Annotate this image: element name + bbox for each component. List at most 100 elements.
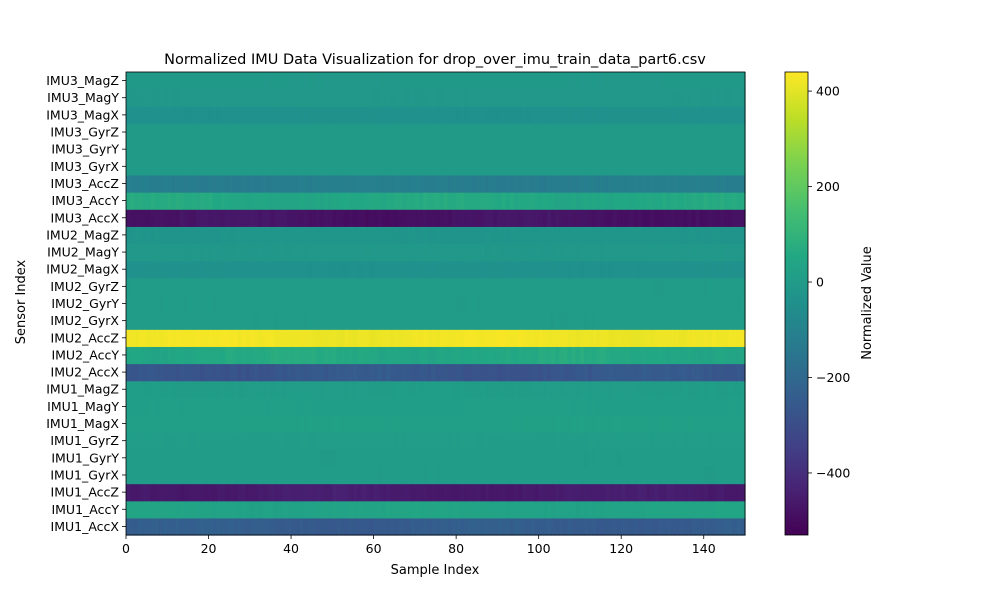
heatmap-cell — [237, 89, 243, 107]
heatmap-cell — [204, 517, 210, 536]
heatmap-cell — [716, 72, 721, 90]
heatmap-cell — [307, 517, 313, 536]
heatmap-cell — [522, 294, 527, 313]
heatmap-cell — [196, 123, 201, 142]
heatmap-cell — [546, 363, 552, 382]
heatmap-cell — [315, 123, 321, 142]
heatmap-cell — [365, 294, 371, 313]
heatmap-cell — [456, 363, 461, 382]
heatmap-cell — [518, 397, 523, 416]
heatmap-cell — [171, 277, 177, 296]
heatmap-cell — [282, 123, 288, 142]
heatmap-cell — [126, 243, 131, 262]
heatmap-cell — [645, 157, 651, 176]
heatmap-cell — [381, 312, 387, 330]
heatmap-cell — [551, 226, 556, 245]
heatmap-cell — [732, 397, 738, 416]
heatmap-cell — [670, 483, 676, 502]
heatmap-cell — [212, 209, 218, 227]
heatmap-cell — [377, 140, 383, 159]
heatmap-cell — [650, 312, 655, 330]
heatmap-cell — [740, 500, 746, 519]
heatmap-cell — [435, 500, 441, 519]
heatmap-cell — [418, 432, 424, 450]
heatmap-cell — [394, 243, 399, 262]
heatmap-cell — [138, 414, 144, 433]
heatmap-cell — [740, 209, 746, 227]
heatmap-cell — [736, 329, 742, 347]
heatmap-cell — [678, 414, 684, 433]
heatmap-cell — [369, 294, 375, 313]
heatmap-cell — [233, 294, 239, 313]
heatmap-cell — [311, 517, 317, 536]
heatmap-cell — [608, 89, 614, 107]
heatmap-cell — [720, 277, 725, 296]
heatmap-cell — [187, 277, 193, 296]
heatmap-cell — [716, 397, 721, 416]
heatmap-cell — [187, 243, 193, 262]
heatmap-cell — [563, 500, 569, 519]
heatmap-cell — [171, 209, 177, 227]
heatmap-cell — [212, 414, 218, 433]
heatmap-cell — [538, 294, 544, 313]
heatmap-cell — [476, 500, 482, 519]
heatmap-cell — [435, 174, 441, 193]
heatmap-cell — [592, 466, 598, 485]
heatmap-cell — [480, 277, 486, 296]
heatmap-cell — [220, 500, 226, 519]
heatmap-cell — [584, 483, 589, 502]
heatmap-cell — [381, 89, 387, 107]
heatmap-cell — [575, 192, 581, 210]
heatmap-cell — [245, 277, 251, 296]
heatmap-cell — [286, 466, 292, 485]
heatmap-cell — [423, 483, 428, 502]
heatmap-cell — [212, 157, 218, 176]
heatmap-cell — [258, 432, 263, 450]
heatmap-cell — [736, 312, 742, 330]
heatmap-cell — [464, 329, 470, 347]
heatmap-cell — [633, 414, 639, 433]
heatmap-cell — [439, 209, 445, 227]
heatmap-cell — [443, 517, 449, 536]
heatmap-cell — [505, 500, 511, 519]
heatmap-cell — [571, 363, 577, 382]
heatmap-cell — [398, 140, 404, 159]
heatmap-cell — [344, 432, 350, 450]
heatmap-cell — [418, 294, 424, 313]
heatmap-cell — [476, 294, 482, 313]
heatmap-cell — [220, 414, 226, 433]
heatmap-cell — [456, 500, 461, 519]
heatmap-cell — [394, 483, 399, 502]
heatmap-cell — [142, 243, 148, 262]
heatmap-cell — [126, 123, 131, 142]
heatmap-cell — [286, 123, 292, 142]
heatmap-cell — [625, 414, 631, 433]
heatmap-cell — [328, 380, 333, 399]
heatmap-cell — [724, 89, 730, 107]
heatmap-cell — [410, 123, 416, 142]
heatmap-cell — [146, 414, 152, 433]
heatmap-cell — [340, 89, 346, 107]
heatmap-cell — [196, 192, 201, 210]
heatmap-cell — [439, 140, 445, 159]
heatmap-cell — [633, 106, 639, 125]
heatmap-cell — [695, 466, 701, 485]
heatmap-cell — [225, 277, 230, 296]
heatmap-cell — [307, 397, 313, 416]
heatmap-cell — [575, 449, 581, 468]
heatmap-cell — [357, 517, 362, 536]
heatmap-cell — [332, 140, 338, 159]
heatmap-cell — [443, 72, 449, 90]
heatmap-cell — [286, 192, 292, 210]
heatmap-cell — [678, 192, 684, 210]
heatmap-cell — [266, 517, 272, 536]
heatmap-cell — [740, 277, 746, 296]
heatmap-cell — [452, 294, 457, 313]
heatmap-cell — [695, 192, 701, 210]
heatmap-cell — [716, 226, 721, 245]
heatmap-cell — [266, 466, 272, 485]
heatmap-cell — [720, 260, 725, 279]
heatmap-cell — [410, 209, 416, 227]
heatmap-cell — [485, 89, 490, 107]
heatmap-cell — [464, 140, 470, 159]
